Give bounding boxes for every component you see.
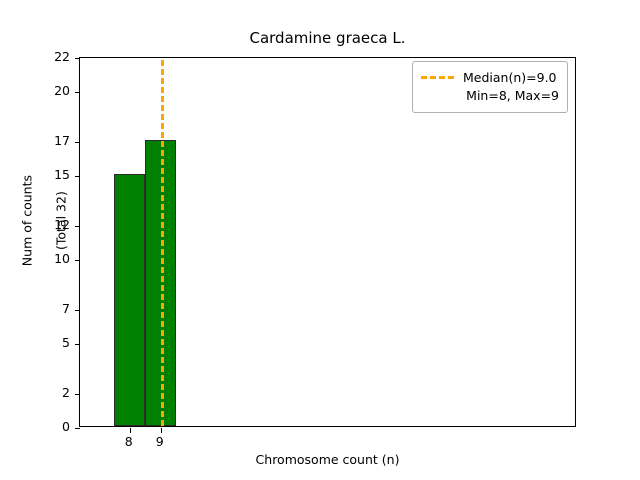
y-tick-15 xyxy=(75,175,80,177)
median-line xyxy=(160,58,164,426)
y-tick-label-15: 15 xyxy=(54,166,70,182)
legend-label-minmax: Min=8, Max=9 xyxy=(466,88,559,103)
plot-area xyxy=(80,58,575,426)
y-tick-label-12: 12 xyxy=(54,217,70,233)
x-tick-label-8: 8 xyxy=(124,434,133,449)
bar-8 xyxy=(114,173,146,426)
x-tick-8 xyxy=(129,428,131,433)
chart-title: Cardamine graeca L. xyxy=(249,29,406,47)
y-axis-label-line2: (Total 32) xyxy=(53,191,69,250)
y-tick-20 xyxy=(75,91,80,93)
legend-label-median: Median(n)=9.0 xyxy=(463,69,557,85)
chart-legend[interactable]: Median(n)=9.0 Min=8, Max=9 xyxy=(412,61,568,113)
y-tick-label-5: 5 xyxy=(62,334,70,350)
y-tick-10 xyxy=(75,259,80,261)
y-tick-label-20: 20 xyxy=(54,82,70,98)
y-tick-label-10: 10 xyxy=(54,250,70,266)
plot-axes xyxy=(75,57,576,433)
x-tick-9 xyxy=(160,428,162,433)
y-tick-7 xyxy=(75,310,80,312)
y-tick-12 xyxy=(75,226,80,228)
x-axis-label: Chromosome count (n) xyxy=(255,452,400,467)
y-tick-17 xyxy=(75,142,80,144)
y-tick-label-7: 7 xyxy=(62,301,70,317)
y-tick-label-17: 17 xyxy=(54,133,70,149)
y-tick-0 xyxy=(75,428,80,429)
x-tick-label-9: 9 xyxy=(155,434,164,449)
y-tick-2 xyxy=(75,394,80,396)
y-tick-22 xyxy=(75,58,80,59)
dashed-line-icon xyxy=(421,75,454,79)
y-tick-5 xyxy=(75,343,80,345)
y-axis-label: Num of counts (Total 32) xyxy=(2,118,87,348)
legend-entry-median: Median(n)=9.0 xyxy=(421,68,559,86)
y-tick-label-0: 0 xyxy=(62,419,70,434)
legend-entry-minmax: Min=8, Max=9 xyxy=(421,86,559,105)
y-tick-label-2: 2 xyxy=(62,385,70,401)
y-tick-label-22: 22 xyxy=(54,49,70,64)
y-axis-label-line1: Num of counts xyxy=(19,174,35,267)
